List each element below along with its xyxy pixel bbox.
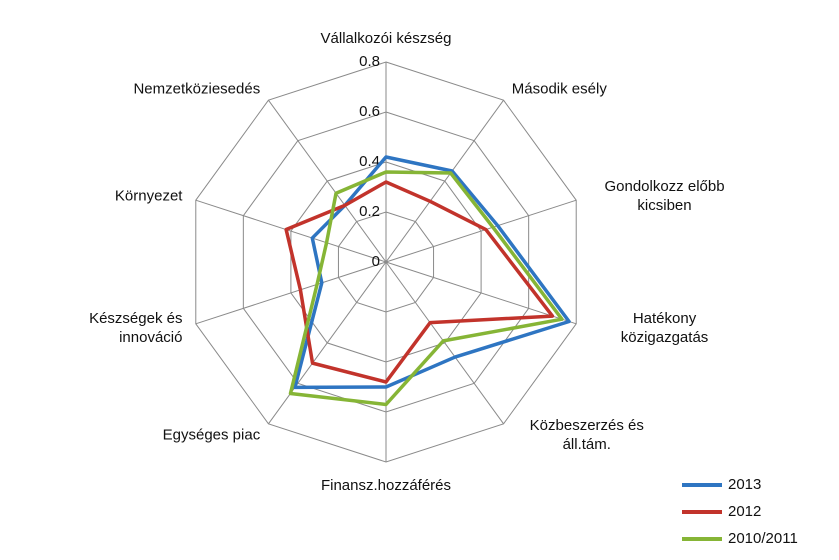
axis-spoke — [385, 99, 504, 263]
category-label: Hatékony közigazgatás — [620, 310, 709, 347]
category-label: Közbeszerzés és áll.tám. — [529, 417, 644, 454]
r-tick-label: 0.4 — [359, 153, 380, 170]
category-label: Második esély — [511, 80, 607, 98]
axis-spoke — [195, 261, 387, 325]
r-tick-label: 0 — [372, 253, 380, 270]
axis-spoke — [195, 199, 387, 263]
legend-label: 2010/2011 — [728, 530, 798, 547]
category-label: Készségek és innováció — [89, 310, 183, 347]
axis-spoke — [385, 199, 577, 263]
axis-spoke — [385, 261, 577, 325]
series-line — [293, 155, 571, 390]
series-line — [288, 170, 564, 407]
series-line — [284, 180, 555, 384]
category-label: Nemzetköziesedés — [133, 80, 261, 98]
legend-label: 2012 — [728, 503, 761, 520]
category-label: Finansz.hozzáférés — [320, 477, 452, 494]
axis-spoke — [385, 261, 504, 425]
r-tick-label: 0.2 — [359, 203, 380, 220]
category-label: Egységes piac — [162, 426, 261, 444]
legend-label: 2013 — [728, 476, 761, 493]
r-tick-label: 0.6 — [359, 103, 380, 120]
r-tick-label: 0.8 — [359, 53, 380, 70]
category-label: Környezet — [114, 187, 183, 205]
axis-spoke — [268, 99, 387, 263]
axis-spoke — [268, 261, 387, 425]
category-label: Gondolkozz előbb kicsiben — [604, 177, 725, 214]
category-label: Vállalkozói készség — [320, 30, 452, 47]
